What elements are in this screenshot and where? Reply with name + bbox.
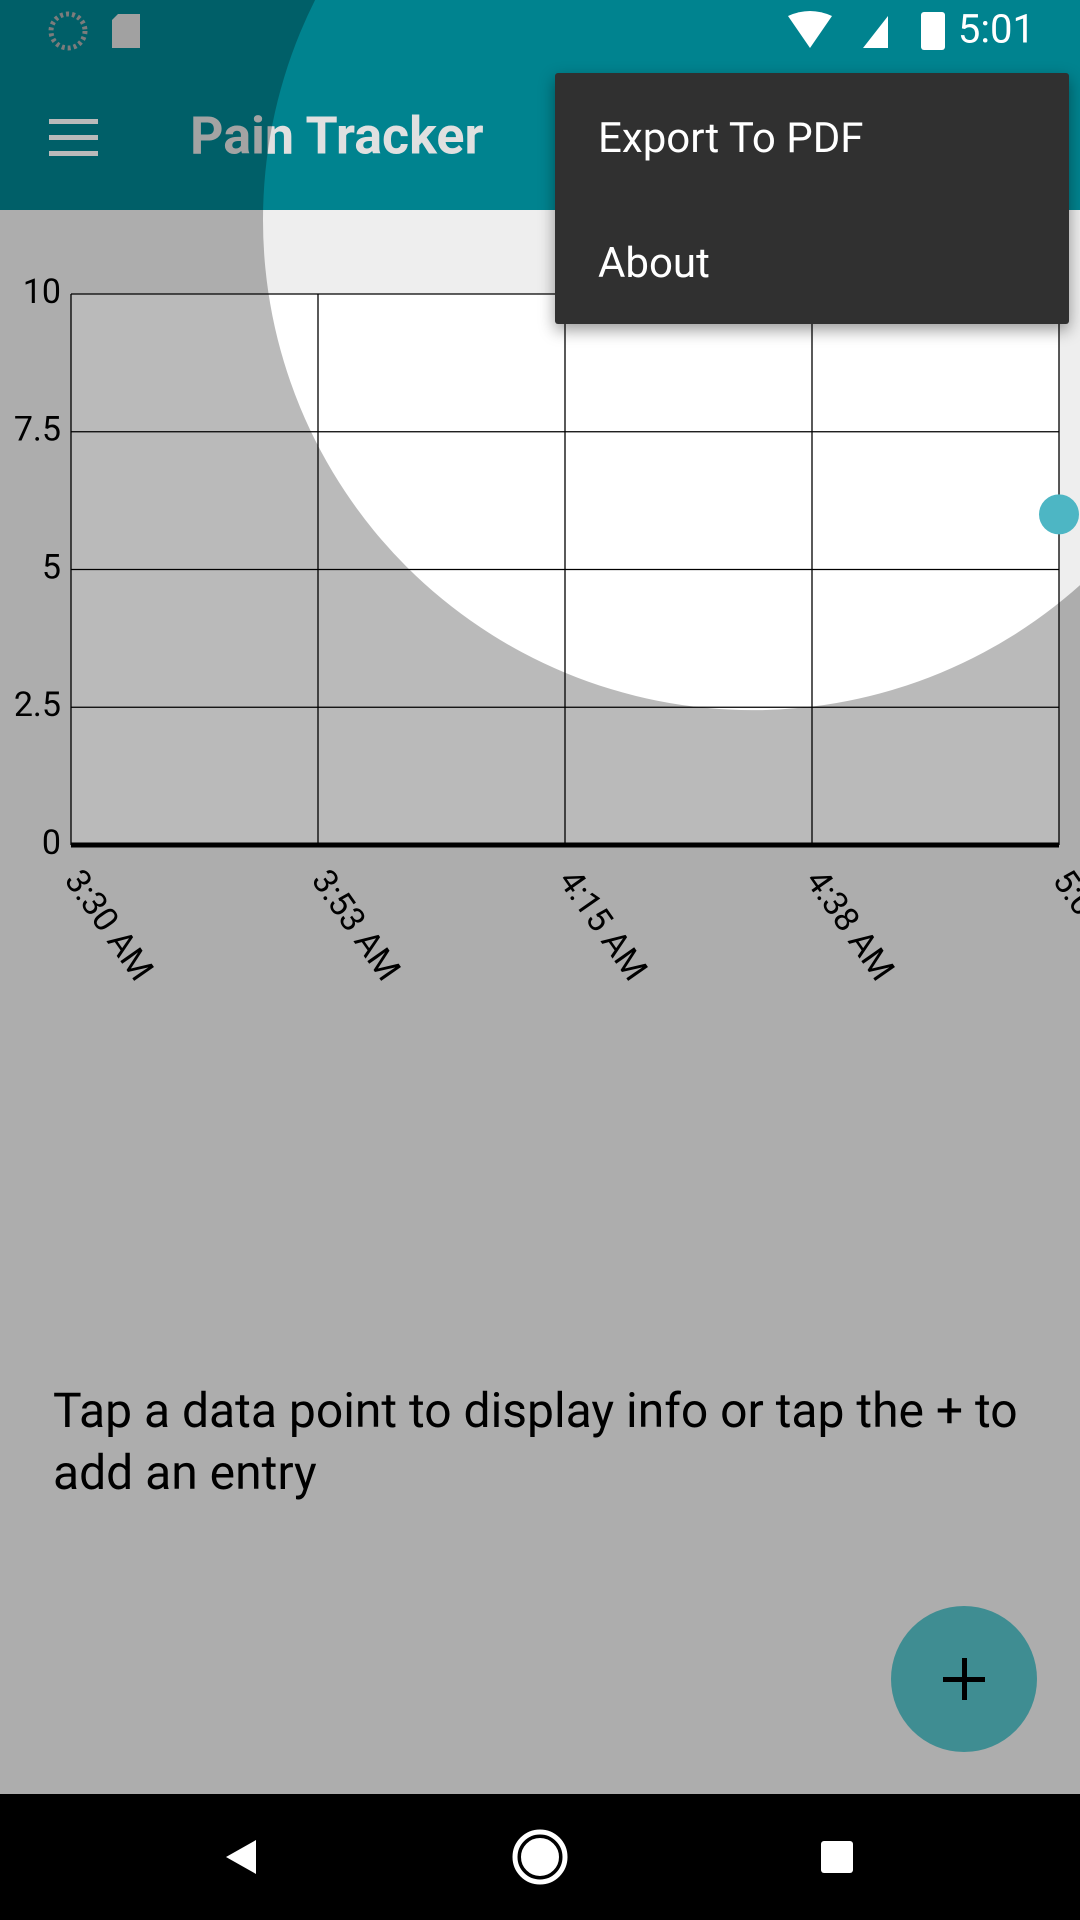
x-tick-label: 3:30 AM bbox=[56, 862, 161, 988]
y-tick-label: 0 bbox=[42, 823, 61, 863]
menu-bar-line bbox=[49, 135, 98, 140]
status-bar bbox=[0, 0, 1080, 63]
x-tick-label: 5:00 AM bbox=[1044, 862, 1080, 988]
y-tick-label: 5 bbox=[42, 547, 61, 587]
app-title: Pain Tracker bbox=[190, 106, 484, 167]
signal-icon bbox=[863, 16, 888, 48]
wifi-icon bbox=[788, 11, 832, 48]
menu-item[interactable]: About bbox=[598, 239, 710, 288]
menu-item[interactable]: Export To PDF bbox=[598, 114, 864, 163]
battery-icon bbox=[921, 12, 945, 50]
home-button[interactable] bbox=[517, 1834, 563, 1880]
sync-icon bbox=[48, 11, 88, 51]
clock: 5:01 bbox=[958, 6, 1035, 53]
menu-button[interactable] bbox=[49, 119, 98, 156]
x-tick-label: 4:38 AM bbox=[797, 862, 902, 988]
back-button[interactable] bbox=[226, 1840, 256, 1874]
data-point[interactable] bbox=[1039, 494, 1079, 535]
y-tick-label: 10 bbox=[23, 272, 61, 312]
chart[interactable]: 0 2.5 5 7.5 10 3:30 AM 3:53 AM 4:15 AM 4:38 AM 5:… bbox=[14, 272, 1080, 988]
sd-card-icon bbox=[112, 14, 140, 48]
y-tick-label: 7.5 bbox=[14, 410, 61, 450]
y-tick-label: 2.5 bbox=[14, 685, 61, 725]
x-tick-label: 4:15 AM bbox=[550, 862, 655, 988]
hint-text: Tap a data point to display info or tap … bbox=[53, 1382, 1018, 1501]
x-tick-label: 3:53 AM bbox=[303, 862, 408, 988]
menu-bar-line bbox=[49, 151, 98, 156]
home-ring bbox=[512, 1829, 568, 1885]
overflow-menu: Export To PDF About bbox=[555, 73, 1069, 324]
menu-bar-line bbox=[49, 119, 98, 124]
recents-button[interactable] bbox=[821, 1841, 853, 1873]
